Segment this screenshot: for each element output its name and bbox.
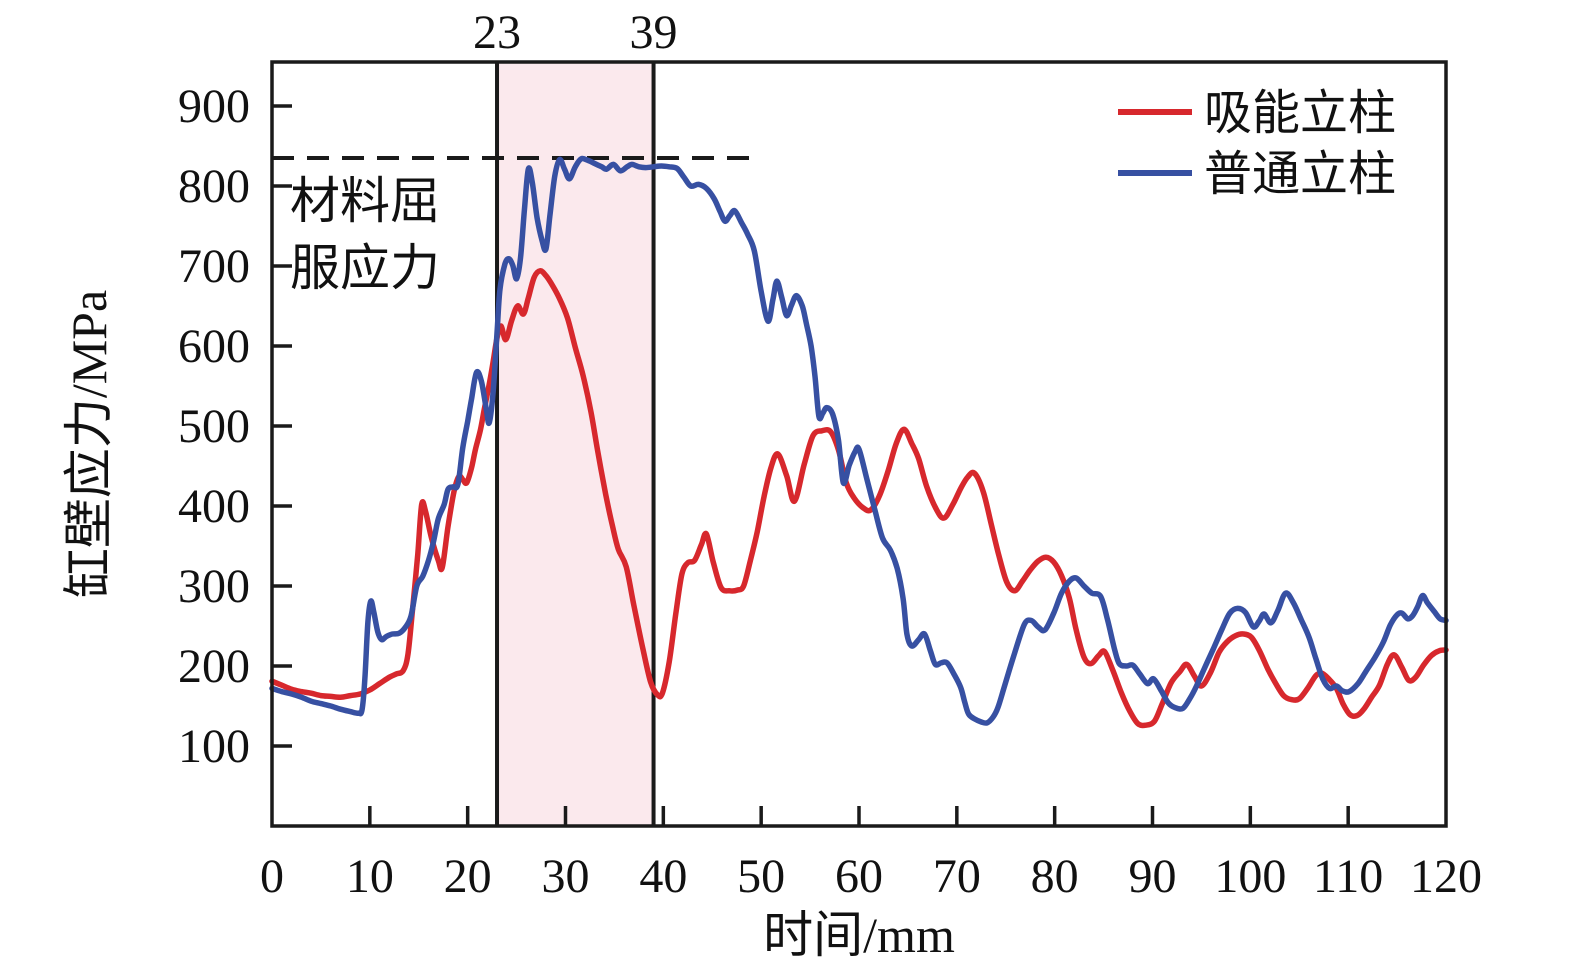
- y-tick-label-100: 100: [178, 720, 250, 773]
- plot-border: [270, 60, 1448, 828]
- x-tick-label-40: 40: [639, 850, 687, 903]
- x-tick-label-100: 100: [1214, 850, 1286, 903]
- red-series-line: [269, 268, 1449, 729]
- x-tick-label-70: 70: [933, 850, 981, 903]
- x-tick-label-90: 90: [1129, 850, 1177, 903]
- x-tick-label-10: 10: [346, 850, 394, 903]
- y-tick-label-500: 500: [178, 400, 250, 453]
- yield-stress-label-line2: 服应力: [290, 240, 440, 296]
- yield-stress-label-line1: 材料屈: [290, 173, 440, 229]
- legend-red-label: 吸能立柱: [1204, 87, 1396, 140]
- y-tick-label-200: 200: [178, 640, 250, 693]
- x-tick-label-50: 50: [737, 850, 785, 903]
- y-tick-label-700: 700: [178, 240, 250, 293]
- y-tick-label-900: 900: [178, 80, 250, 133]
- x-tick-label-60: 60: [835, 850, 883, 903]
- y-tick-label-300: 300: [178, 560, 250, 613]
- x-tick-label-0: 0: [260, 850, 284, 903]
- x-tick-label-20: 20: [444, 850, 492, 903]
- blue-series-line: [269, 155, 1449, 726]
- y-tick-label-400: 400: [178, 480, 250, 533]
- x-tick-label-30: 30: [542, 850, 590, 903]
- legend-blue-label: 普通立柱: [1204, 148, 1396, 201]
- y-axis-title: 缸壁应力/MPa: [61, 290, 117, 598]
- highlight-region: [497, 62, 654, 826]
- x-tick-label-80: 80: [1031, 850, 1079, 903]
- x-tick-label-120: 120: [1410, 850, 1482, 903]
- x-axis-title: 时间/mm: [763, 907, 955, 963]
- region-start-label: 23: [473, 6, 521, 59]
- x-tick-label-110: 110: [1313, 850, 1383, 903]
- y-tick-label-600: 600: [178, 320, 250, 373]
- region-end-label: 39: [630, 6, 678, 59]
- y-tick-label-800: 800: [178, 160, 250, 213]
